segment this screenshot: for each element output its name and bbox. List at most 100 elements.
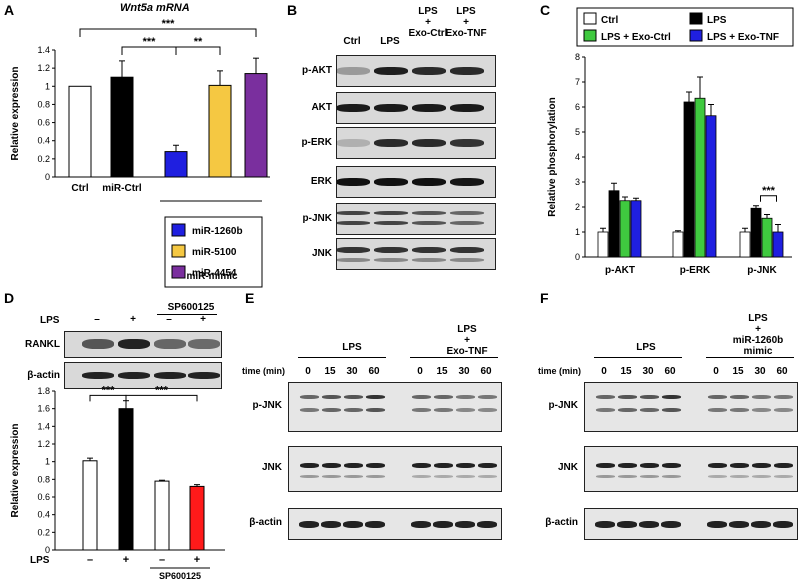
f-blot-p-JNK xyxy=(584,382,798,432)
row-label-p-AKT: p-AKT xyxy=(302,65,332,76)
blot-d-row-1-band xyxy=(188,372,220,379)
f-actin-band xyxy=(595,521,615,528)
f-actin-band xyxy=(751,521,771,528)
chart-c: 0 1 2 3 4 5 6 7 8 Relative phosphorylation p-AKT p-… xyxy=(547,7,794,276)
f-pjnk-upper-band xyxy=(595,395,615,399)
jnk-upper-band xyxy=(337,247,370,253)
f-jnk-lower-band xyxy=(751,475,771,478)
e-jnk-upper-band xyxy=(433,463,453,468)
chart-c-xlabel: p-ERK xyxy=(680,265,711,276)
chart-a-ytick-label: 0.4 xyxy=(37,136,50,146)
row-2-band xyxy=(337,139,370,147)
row-3-band xyxy=(412,178,446,186)
chart-a: 0 0.2 0.4 0.6 0.8 1 1.2 1.4 Relative expression C… xyxy=(10,18,270,288)
chart-c-xlabel: p-JNK xyxy=(747,265,777,276)
row-0-band xyxy=(337,67,370,75)
row-label-AKT: AKT xyxy=(311,102,332,113)
jnk-upper-band xyxy=(412,247,446,253)
e-pjnk-upper-band xyxy=(299,395,319,399)
chart-c-legend-label: LPS + Exo-TNF xyxy=(707,32,779,43)
e-blot-β-actin xyxy=(288,508,502,540)
p-jnk-upper-band xyxy=(337,211,370,215)
chart-c-legend-label: Ctrl xyxy=(601,15,618,26)
chart-c-bar-p-AKT-1 xyxy=(608,190,620,258)
chart-d-inhibitor-label: SP600125 xyxy=(159,571,201,579)
row-0-band xyxy=(412,67,446,75)
f-pjnk-lower-band xyxy=(617,408,637,412)
chart-a-ylabel: Relative expression xyxy=(10,67,21,161)
panel-a-title: Wnt5a mRNA xyxy=(120,2,190,14)
chart-a-xlabel: miR-Ctrl xyxy=(102,183,142,194)
panel-a-letter: A xyxy=(4,2,15,18)
f-time: 0 xyxy=(601,366,607,377)
f-time: 0 xyxy=(713,366,719,377)
chart-d-xlabel: – xyxy=(87,554,93,566)
blot-d-row-0-band xyxy=(118,339,150,349)
f-pjnk-upper-band xyxy=(751,395,771,399)
chart-c-legend-label: LPS xyxy=(707,15,727,26)
chart-c-ytick-label: 2 xyxy=(575,202,580,212)
row-2-band xyxy=(374,139,408,147)
chart-a-legend-swatch xyxy=(171,223,186,237)
e-pjnk-upper-band xyxy=(455,395,475,399)
chart-a-bar-miR-Ctrl xyxy=(110,76,134,178)
sp600125-line xyxy=(157,314,217,315)
e-actin-band xyxy=(433,521,453,528)
e-pjnk-lower-band xyxy=(455,408,475,412)
e-actin-band xyxy=(299,521,319,528)
chart-c-legend-swatch xyxy=(583,29,597,42)
f-group2: LPS + miR-1260b mimic xyxy=(732,313,784,357)
f-group2-line xyxy=(706,357,794,358)
chart-d-ylabel: Relative expression xyxy=(10,424,21,518)
f-jnk-upper-band xyxy=(707,463,727,468)
chart-c-legend-swatch xyxy=(689,12,703,25)
f-pjnk-lower-band xyxy=(595,408,615,412)
f-pjnk-lower-band xyxy=(773,408,793,412)
e-jnk-lower-band xyxy=(299,475,319,478)
chart-c-legend-swatch xyxy=(583,12,597,25)
chart-a-ytick-label: 0.2 xyxy=(37,154,50,164)
f-pjnk-lower-band xyxy=(729,408,749,412)
chart-c-ytick-label: 7 xyxy=(575,77,580,87)
e-group1: LPS xyxy=(342,342,362,353)
f-pjnk-lower-band xyxy=(661,408,681,412)
chart-c-legend-label: LPS + Exo-Ctrl xyxy=(601,32,671,43)
panel-d-letter: D xyxy=(4,290,15,306)
p-jnk-upper-band xyxy=(450,211,484,215)
e-pjnk-upper-band xyxy=(321,395,341,399)
e-blot-p-JNK xyxy=(288,382,502,432)
e-jnk-upper-band xyxy=(477,463,497,468)
blot-d-row-0-band xyxy=(154,339,186,349)
chart-c-sig xyxy=(760,195,777,202)
chart-c-bar-p-JNK-1 xyxy=(750,207,762,258)
e-pjnk-lower-band xyxy=(365,408,385,412)
f-blot-JNK xyxy=(584,446,798,492)
e-actin-band xyxy=(365,521,385,528)
chart-a-bar-miR-4454 xyxy=(244,73,268,178)
e-jnk-upper-band xyxy=(321,463,341,468)
f-pjnk-lower-band xyxy=(707,408,727,412)
e-time: 60 xyxy=(368,366,380,377)
chart-d-ytick-label: 0.6 xyxy=(37,492,50,502)
chart-c-bar-p-JNK-0 xyxy=(739,231,751,258)
chart-d-bar-3 xyxy=(189,485,205,551)
e-time: 0 xyxy=(417,366,423,377)
jnk-lower-band xyxy=(412,258,446,262)
e-blot-JNK xyxy=(288,446,502,492)
sig-ctrl-vs-4454 xyxy=(79,28,257,37)
e-jnk-lower-band xyxy=(411,475,431,478)
e-row-label-β-actin: β-actin xyxy=(249,517,282,528)
chart-d-ytick-label: 0.4 xyxy=(37,510,50,520)
chart-c-sig-label: *** xyxy=(762,185,776,197)
panel-b-letter: B xyxy=(287,2,298,18)
f-actin-band xyxy=(773,521,793,528)
e-time: 30 xyxy=(458,366,470,377)
lane-label: LPS + Exo-Ctrl xyxy=(408,6,448,39)
chart-a-ytick-label: 1.2 xyxy=(37,63,50,73)
chart-a-bar-miR-1260b xyxy=(164,151,188,178)
lane-label: LPS xyxy=(380,36,400,47)
chart-c-ytick-label: 0 xyxy=(575,252,580,262)
row-label-p-JNK: p-JNK xyxy=(302,213,332,224)
chart-a-xlabel: Ctrl xyxy=(71,183,88,194)
sig-1260b-vs-5100 xyxy=(175,46,221,55)
